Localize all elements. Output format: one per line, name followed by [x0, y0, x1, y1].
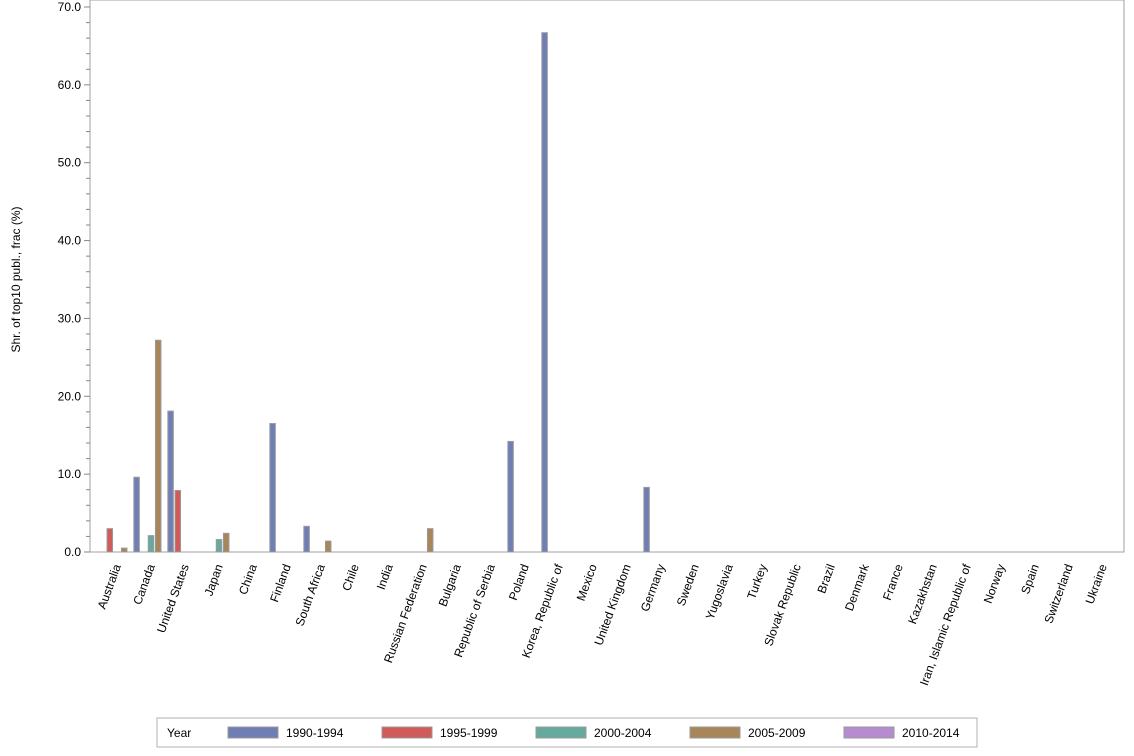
y-tick-label: 60.0 [58, 78, 82, 92]
x-tick-label: Canada [130, 562, 158, 607]
x-tick-label: India [374, 562, 396, 592]
x-tick-label: Japan [201, 562, 225, 598]
x-tick-label: Germany [638, 562, 668, 613]
y-tick-label: 10.0 [58, 467, 82, 481]
legend-swatch-1990-1994 [227, 726, 279, 739]
legend-swatch-2000-2004 [535, 726, 587, 739]
y-tick-label: 20.0 [58, 389, 82, 403]
bar-1990-1994 [133, 476, 140, 553]
bar-1995-1999 [174, 489, 182, 553]
bar-2005-2009 [154, 339, 162, 553]
bar-1990-1994 [303, 525, 310, 553]
bar-1990-1994 [269, 423, 276, 553]
legend-swatch-2010-2014 [843, 726, 895, 739]
legend-label: 2010-2014 [902, 726, 960, 740]
x-tick-label: Switzerland [1041, 562, 1075, 625]
legend-label: 1995-1999 [440, 726, 498, 740]
bar-1990-1994 [541, 32, 548, 553]
legend-title: Year [167, 726, 191, 740]
x-tick-label: Chile [339, 562, 362, 593]
bar-2005-2009 [120, 547, 128, 553]
bar-1990-1994 [507, 440, 514, 553]
x-tick-label: Denmark [842, 561, 872, 612]
x-tick-label: Spain [1018, 562, 1042, 596]
x-tick-label: Slovak Republic [761, 562, 804, 648]
x-tick-label: United Kingdom [591, 562, 633, 647]
bar-2000-2004 [215, 539, 223, 553]
x-tick-label: Australia [95, 562, 124, 611]
bar-2005-2009 [222, 532, 230, 553]
x-tick-label: Sweden [674, 562, 702, 608]
legend-swatch-2005-2009 [689, 726, 741, 739]
x-tick-label: United States [154, 562, 192, 634]
y-tick-label: 30.0 [58, 311, 82, 325]
x-tick-label: Poland [506, 562, 532, 602]
x-tick-label: Norway [981, 562, 1008, 605]
y-tick-label: 50.0 [58, 156, 82, 170]
legend-swatch-1995-1999 [381, 726, 433, 739]
bar-2005-2009 [426, 528, 434, 553]
bar-1990-1994 [643, 486, 650, 553]
y-tick-label: 70.0 [58, 0, 82, 14]
x-tick-label: South Africa [293, 562, 328, 628]
bar-2000-2004 [147, 535, 155, 553]
x-tick-label: China [236, 562, 260, 597]
x-tick-label: Yugoslavia [703, 562, 736, 622]
bar-1995-1999 [106, 528, 114, 553]
y-tick-label: 40.0 [58, 234, 82, 248]
legend-label: 2005-2009 [748, 726, 806, 740]
x-tick-label: Finland [267, 562, 294, 604]
x-tick-label: Turkey [744, 562, 770, 601]
x-tick-label: Ukraine [1083, 562, 1110, 606]
x-tick-label: Brazil [814, 562, 837, 595]
x-tick-label: France [880, 562, 906, 602]
bar-2005-2009 [324, 540, 332, 553]
legend-label: 1990-1994 [286, 726, 344, 740]
x-tick-label: Kazakhstan [905, 562, 940, 626]
legend-label: 2000-2004 [594, 726, 652, 740]
bar-1990-1994 [167, 410, 174, 553]
x-tick-label: Mexico [574, 562, 600, 603]
x-tick-label: Bulgaria [436, 562, 464, 608]
y-tick-label: 0.0 [64, 545, 81, 559]
y-axis-label: Shr. of top10 publ., frac (%) [9, 206, 23, 352]
plot-frame [89, 0, 1125, 553]
